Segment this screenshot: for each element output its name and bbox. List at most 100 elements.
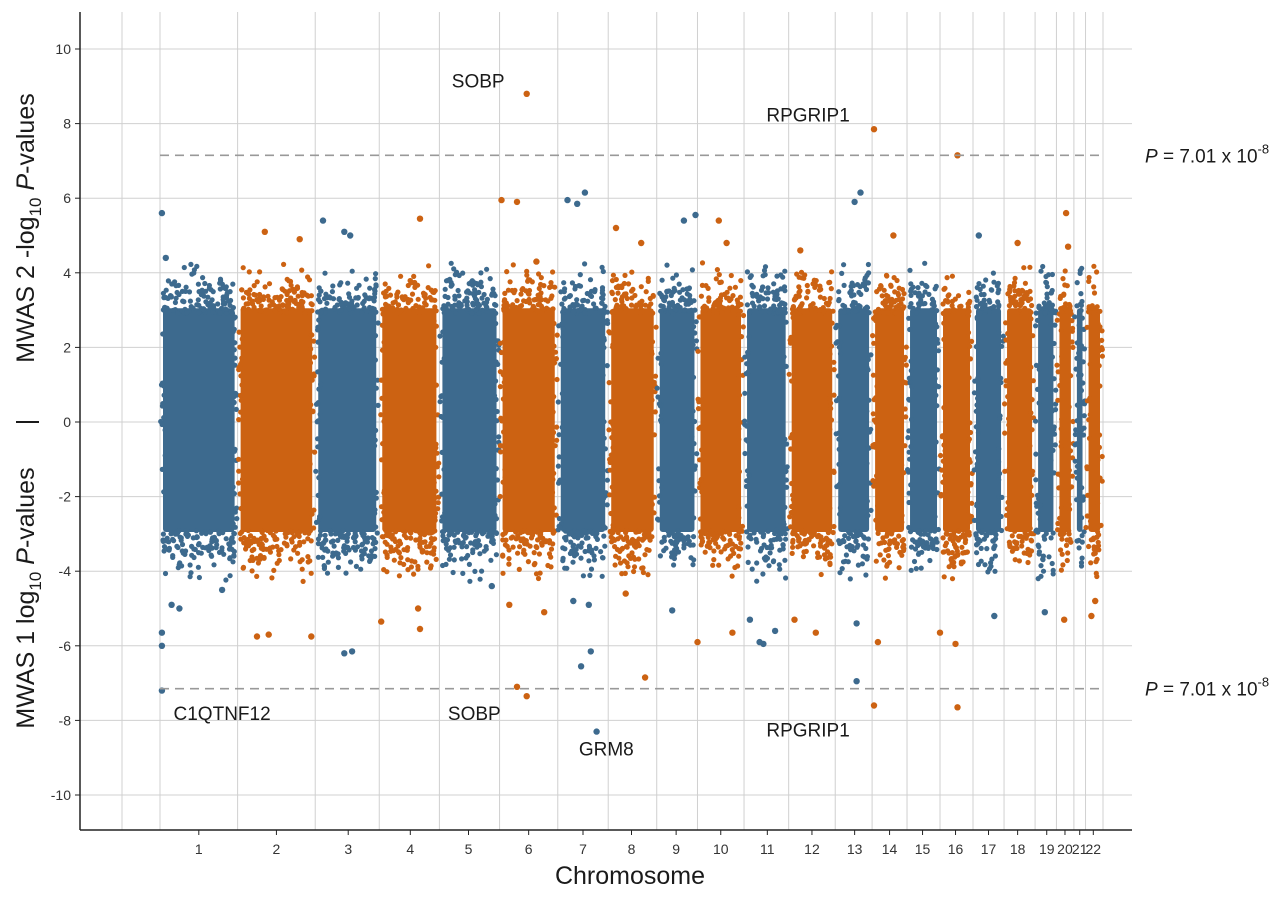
data-point: [400, 296, 406, 302]
data-point: [758, 545, 765, 552]
data-point: [213, 545, 219, 551]
data-point: [692, 307, 698, 313]
data-point: [874, 383, 880, 389]
data-point: [991, 304, 997, 310]
data-point: [675, 302, 681, 308]
data-point: [234, 505, 240, 511]
data-point: [1076, 322, 1082, 328]
data-point: [1096, 444, 1102, 450]
data-point: [307, 558, 313, 564]
data-point: [1055, 527, 1061, 533]
data-point: [878, 283, 884, 290]
data-point: [323, 537, 329, 543]
data-point: [866, 310, 872, 316]
data-point: [495, 361, 501, 367]
data-point: [932, 376, 938, 382]
data-point: [865, 512, 871, 519]
data-point: [550, 541, 556, 547]
data-point: [313, 401, 320, 407]
data-point: [372, 357, 378, 363]
data-point: [1084, 513, 1090, 519]
data-point: [559, 424, 565, 430]
data-point: [179, 288, 185, 294]
data-point: [308, 346, 314, 352]
x-tick-label: 18: [1010, 841, 1026, 857]
data-point: [192, 546, 198, 553]
data-point: [942, 285, 948, 291]
data-point: [837, 570, 843, 576]
data-point: [1014, 310, 1020, 316]
data-point: [1074, 355, 1080, 361]
data-point: [368, 548, 375, 554]
notable-point: [593, 728, 600, 735]
data-point: [373, 489, 379, 495]
data-point: [634, 529, 640, 535]
data-point: [744, 353, 750, 359]
notable-point: [168, 601, 175, 608]
data-point: [354, 302, 360, 308]
data-point: [610, 445, 616, 451]
data-point: [1064, 557, 1070, 564]
data-point: [1041, 300, 1047, 306]
data-point: [367, 558, 373, 565]
data-point: [969, 338, 975, 344]
data-point: [262, 307, 269, 313]
data-point: [815, 550, 821, 556]
data-point: [473, 306, 479, 313]
data-point: [802, 272, 808, 278]
data-point: [966, 375, 972, 381]
data-point: [1094, 573, 1100, 580]
data-point: [791, 509, 797, 515]
data-point: [187, 298, 193, 304]
data-point: [949, 576, 956, 582]
x-tick-label: 12: [804, 841, 820, 857]
data-point: [505, 287, 511, 293]
data-point: [908, 416, 915, 423]
data-point: [640, 536, 646, 542]
data-point: [372, 276, 378, 282]
notable-point: [319, 217, 327, 224]
data-point: [838, 539, 844, 546]
data-point: [420, 305, 426, 311]
data-point: [508, 535, 514, 541]
data-point: [789, 378, 795, 384]
data-point: [1038, 563, 1044, 569]
data-point: [788, 524, 794, 530]
data-point: [450, 569, 456, 576]
data-point: [998, 513, 1004, 520]
data-point: [266, 297, 272, 303]
data-point: [384, 569, 390, 575]
data-point: [969, 500, 975, 506]
data-point: [940, 535, 946, 541]
data-point: [642, 529, 648, 535]
data-point: [587, 547, 593, 553]
data-point: [608, 510, 614, 517]
data-point: [1086, 435, 1093, 441]
data-point: [1076, 372, 1082, 379]
data-point: [1029, 302, 1035, 309]
data-point: [176, 291, 182, 298]
data-point: [690, 534, 697, 540]
notable-point: [746, 616, 754, 623]
data-point: [339, 303, 345, 309]
data-point: [452, 302, 458, 308]
data-point: [736, 392, 743, 398]
data-point: [980, 528, 986, 534]
data-point: [1094, 556, 1100, 562]
data-point: [1076, 545, 1082, 551]
data-point: [173, 295, 179, 301]
data-point: [258, 308, 264, 314]
data-point: [719, 310, 725, 316]
data-point: [915, 285, 921, 291]
data-point: [524, 528, 530, 535]
data-point: [464, 306, 470, 312]
data-point: [782, 526, 788, 532]
data-point: [494, 408, 500, 415]
data-point: [1086, 417, 1092, 423]
data-point: [1054, 362, 1060, 368]
data-point: [997, 470, 1003, 477]
data-point: [604, 477, 611, 483]
notable-point: [954, 704, 961, 711]
data-point: [983, 307, 989, 313]
data-point: [439, 529, 446, 535]
